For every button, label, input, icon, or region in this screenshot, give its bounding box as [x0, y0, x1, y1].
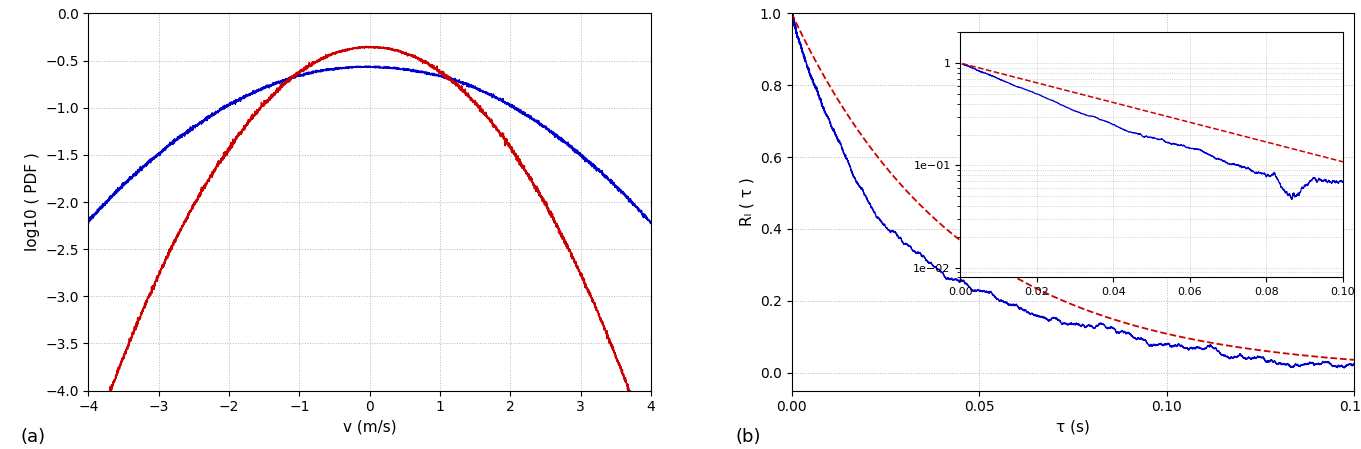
Text: (a): (a) [20, 428, 46, 446]
Text: (b): (b) [735, 428, 761, 446]
X-axis label: τ (s): τ (s) [1056, 420, 1090, 435]
Y-axis label: Rₗ ( τ ): Rₗ ( τ ) [739, 178, 754, 226]
X-axis label: v (m/s): v (m/s) [343, 420, 396, 435]
Y-axis label: log10 ( PDF ): log10 ( PDF ) [24, 153, 39, 251]
